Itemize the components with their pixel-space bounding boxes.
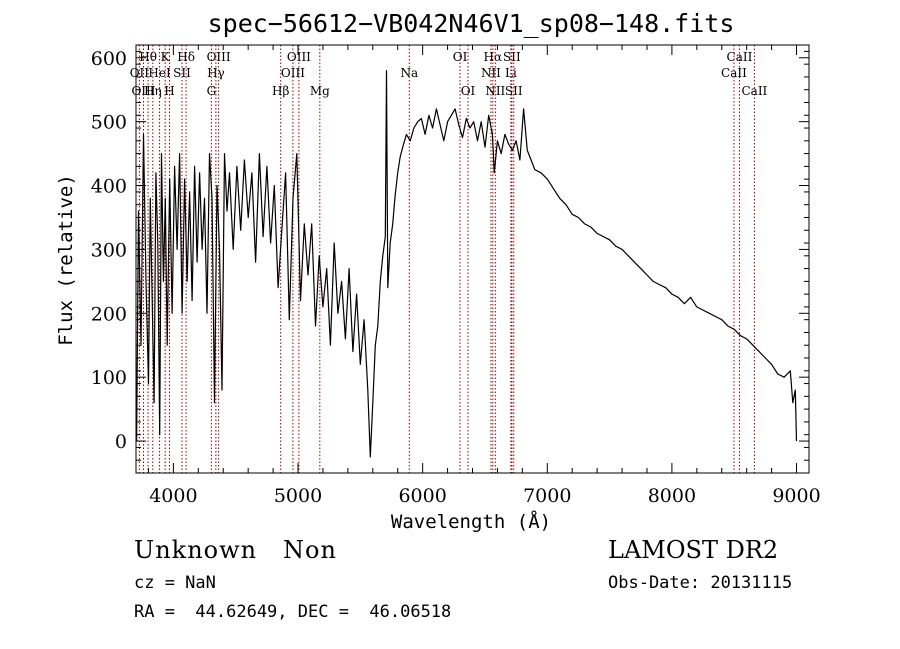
line-marker-label: HeI bbox=[148, 66, 171, 80]
y-tick-label: 0 bbox=[115, 431, 127, 453]
line-marker-label: OIII bbox=[207, 50, 231, 64]
line-marker-label: Hβ bbox=[272, 84, 289, 98]
x-tick-label: 4000 bbox=[149, 485, 197, 507]
line-marker-label: CaII bbox=[741, 84, 767, 98]
y-tick-label: 100 bbox=[91, 367, 127, 389]
x-tick-label: 6000 bbox=[398, 485, 446, 507]
chart-title: spec−56612−VB042N46V1_sp08−148.fits bbox=[208, 9, 735, 38]
x-tick-label: 9000 bbox=[772, 485, 820, 507]
spectral-line-markers: Hθ Hη HeI K H SII Hδ OII OIII OIII Hγ G Hβ OIII OIII Mg… bbox=[130, 45, 768, 473]
y-tick-label: 200 bbox=[91, 303, 127, 325]
line-marker-label: OIII bbox=[131, 84, 155, 98]
line-marker-label: Hγ bbox=[207, 66, 225, 80]
plot-frame bbox=[135, 44, 810, 474]
coordinates: RA = 44.62649, DEC = 46.06518 bbox=[134, 602, 452, 622]
line-marker-label: CaII bbox=[721, 66, 747, 80]
x-axis: 4000 5000 6000 7000 8000 9000 bbox=[147, 45, 821, 507]
object-classification: Unknown Non bbox=[134, 536, 337, 564]
survey-name: LAMOST DR2 bbox=[608, 536, 779, 564]
line-marker-label: OIII bbox=[281, 66, 305, 80]
line-marker-label: NII bbox=[481, 66, 501, 80]
line-marker-label: SII bbox=[503, 50, 521, 64]
line-marker-label: Hθ bbox=[139, 50, 157, 64]
x-tick-label: 5000 bbox=[274, 485, 322, 507]
line-marker-label: Li bbox=[505, 66, 517, 80]
line-marker-label: CaII bbox=[727, 50, 753, 64]
line-marker-label: K bbox=[161, 50, 171, 64]
line-marker-label: SII bbox=[173, 66, 191, 80]
line-marker-label: OIII bbox=[287, 50, 311, 64]
line-marker-label: NII bbox=[485, 84, 505, 98]
y-tick-label: 300 bbox=[91, 239, 127, 261]
redshift-cz: cz = NaN bbox=[134, 573, 216, 593]
line-marker-label: SII bbox=[505, 84, 523, 98]
spectrum-line bbox=[136, 70, 798, 458]
y-tick-label: 400 bbox=[91, 176, 127, 198]
x-tick-label: 7000 bbox=[523, 485, 571, 507]
line-marker-label: G bbox=[207, 84, 217, 98]
observation-date: Obs-Date: 20131115 bbox=[608, 573, 793, 593]
y-axis-label: Flux (relative) bbox=[55, 174, 77, 346]
x-axis-label: Wavelength (Å) bbox=[391, 510, 551, 533]
line-marker-label: Na bbox=[400, 66, 418, 80]
line-marker-label: Hδ bbox=[177, 50, 195, 64]
line-marker-label: OI bbox=[461, 84, 476, 98]
line-marker-label: Hη bbox=[144, 84, 162, 98]
y-axis: 0 100 200 300 400 500 600 bbox=[91, 48, 809, 474]
line-marker-label: H bbox=[164, 84, 174, 98]
line-marker-label: Mg bbox=[310, 84, 330, 98]
y-tick-label: 500 bbox=[91, 112, 127, 134]
y-tick-label: 600 bbox=[91, 48, 127, 70]
line-marker-label: Hα bbox=[484, 50, 503, 64]
line-marker-label: OII bbox=[130, 66, 150, 80]
x-tick-label: 8000 bbox=[648, 485, 696, 507]
line-marker-label: OI bbox=[453, 50, 468, 64]
